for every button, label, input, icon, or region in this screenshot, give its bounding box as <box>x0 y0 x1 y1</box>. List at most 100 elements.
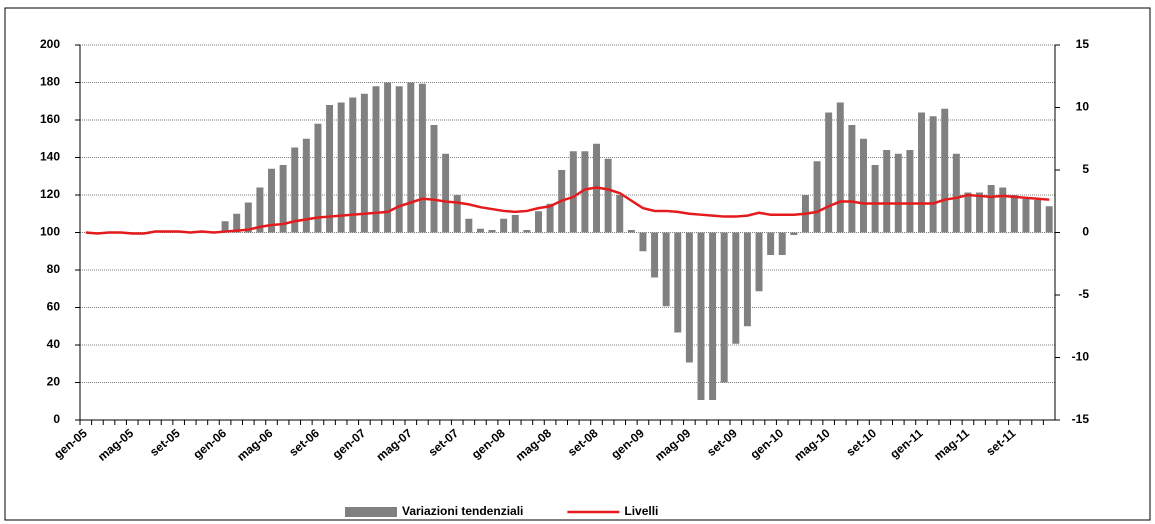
bar <box>523 230 531 233</box>
bar <box>767 232 775 255</box>
y-tick-label: 120 <box>40 187 60 201</box>
bar <box>279 165 287 233</box>
y-tick-label: 0 <box>53 412 60 426</box>
bar <box>732 232 740 344</box>
x-tick-label: set-10 <box>843 426 879 459</box>
bar <box>372 86 380 233</box>
bar <box>952 153 960 233</box>
x-tick-label: gen-06 <box>190 426 229 462</box>
bar <box>1034 200 1042 233</box>
frame <box>4 7 1151 521</box>
legend-swatch <box>345 507 397 517</box>
bar <box>918 112 925 233</box>
bar <box>790 232 798 235</box>
bar <box>883 150 891 233</box>
bar <box>384 82 392 233</box>
bar <box>604 158 612 233</box>
bar <box>233 213 241 233</box>
bar <box>813 161 821 233</box>
bar <box>743 232 751 327</box>
bar <box>976 192 984 233</box>
x-tick-label: mag-05 <box>95 426 136 464</box>
x-tick-label: mag-11 <box>931 426 972 464</box>
bar <box>244 202 252 233</box>
bar <box>546 203 554 233</box>
bar <box>627 230 635 233</box>
bar <box>651 232 659 278</box>
bar <box>1045 206 1053 233</box>
bar <box>685 232 693 363</box>
x-tick-label: set-05 <box>147 426 183 459</box>
bar <box>581 151 589 233</box>
y2-tick-label: 0 <box>1082 225 1089 239</box>
bar <box>500 218 508 233</box>
bar <box>778 232 786 255</box>
x-tick-label: gen-05 <box>51 426 90 462</box>
bar <box>453 195 461 233</box>
bar <box>395 86 403 233</box>
y2-tick-label: 10 <box>1076 100 1090 114</box>
y-tick-label: 60 <box>47 300 61 314</box>
bar <box>720 232 728 383</box>
x-tick-label: gen-08 <box>469 426 508 462</box>
y2-tick-label: 15 <box>1076 37 1090 51</box>
line <box>85 186 1050 235</box>
x-tick-label: gen-11 <box>887 426 925 461</box>
x-tick-label: set-08 <box>565 426 601 459</box>
x-tick-label: mag-08 <box>513 426 554 464</box>
y-tick-label: 40 <box>47 337 61 351</box>
bar <box>906 150 914 233</box>
x-tick-label: mag-07 <box>374 426 415 464</box>
bar <box>662 232 670 307</box>
bar <box>488 230 496 233</box>
bar <box>616 195 624 233</box>
bar <box>674 232 682 333</box>
x-tick-label: mag-10 <box>791 426 832 464</box>
y-tick-label: 20 <box>47 375 61 389</box>
bar <box>535 211 542 233</box>
y-tick-label: 160 <box>40 112 60 126</box>
bar <box>755 232 763 292</box>
x-tick-label: gen-07 <box>330 426 369 462</box>
legend-label: Livelli <box>624 504 658 518</box>
bar <box>476 228 484 233</box>
bar <box>511 215 519 233</box>
bar <box>964 192 972 233</box>
bar <box>1010 195 1018 233</box>
bar <box>987 185 995 233</box>
bar <box>430 125 438 233</box>
bar <box>569 151 577 233</box>
x-tick-label: gen-09 <box>608 426 647 462</box>
y2-tick-label: -15 <box>1072 412 1090 426</box>
bar <box>848 125 856 233</box>
bar <box>442 153 450 233</box>
y2-tick-label: -10 <box>1072 350 1090 364</box>
bar <box>860 138 867 233</box>
x-tick-label: set-11 <box>983 426 1018 459</box>
bar <box>349 97 357 233</box>
bar <box>314 123 322 233</box>
x-tick-label: set-06 <box>286 426 322 459</box>
bar <box>302 138 310 233</box>
bar <box>337 102 345 233</box>
bar <box>894 153 902 233</box>
x-tick-label: mag-06 <box>234 426 275 464</box>
bar <box>221 221 229 233</box>
bar <box>1022 198 1030 233</box>
bar <box>291 147 299 233</box>
bar <box>639 232 647 252</box>
y-tick-label: 200 <box>40 37 60 51</box>
y-tick-label: 140 <box>40 150 60 164</box>
bar <box>465 218 473 233</box>
bar <box>256 187 264 233</box>
bar <box>360 93 368 233</box>
bar <box>825 112 833 233</box>
bar <box>836 102 844 233</box>
x-tick-label: set-09 <box>704 426 740 459</box>
bar <box>929 116 937 233</box>
bar <box>697 232 705 400</box>
bar <box>941 108 949 233</box>
y2-tick-label: -5 <box>1078 287 1089 301</box>
bar <box>999 187 1007 233</box>
